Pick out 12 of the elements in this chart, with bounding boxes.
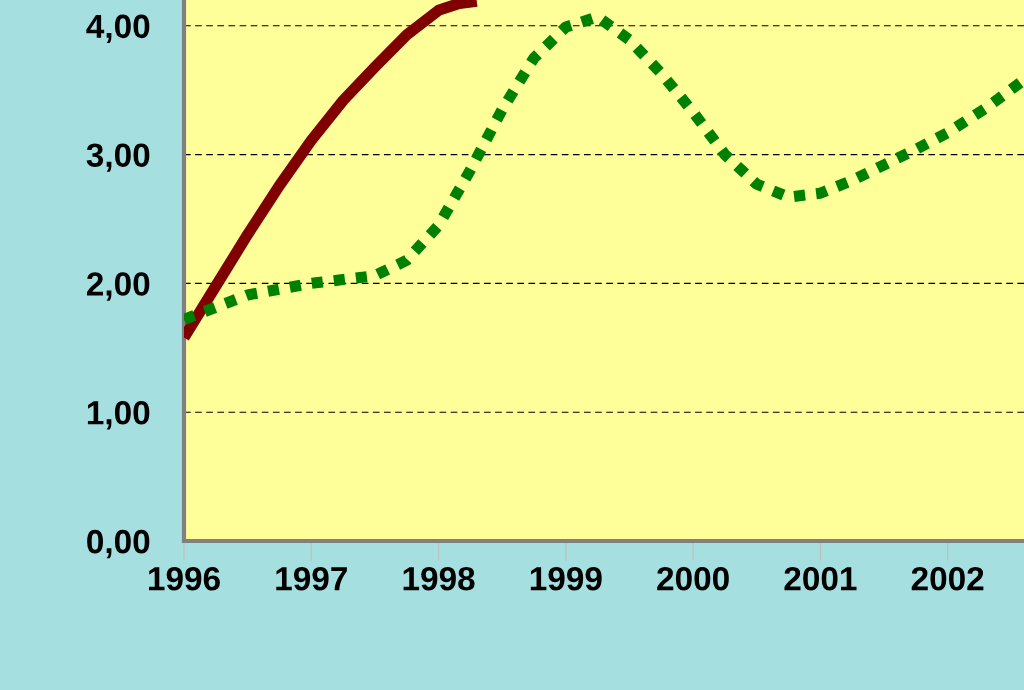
x-tick-label: 2000 [657,566,729,591]
x-tick-label: 2002 [911,566,984,591]
y-tick-label: 2,00 [86,272,150,301]
x-tick-label: 1999 [530,566,602,591]
x-tick-label: 1998 [403,566,475,591]
y-tick-label: 4,00 [86,14,150,43]
y-tick-label: 3,00 [86,143,150,172]
x-tick-label: 1996 [149,566,220,591]
x-tick-label: 1997 [276,566,347,591]
y-tick-label: 1,00 [87,401,150,430]
x-tick-label: 2001 [784,566,857,591]
y-tick-label: 0,00 [87,529,150,559]
